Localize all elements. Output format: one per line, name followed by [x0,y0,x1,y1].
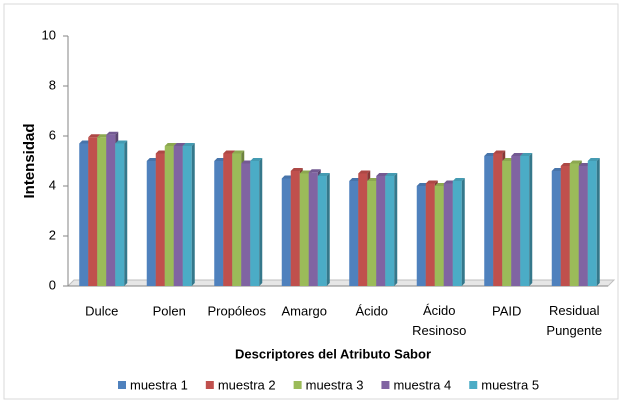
bar [511,156,521,286]
bar-top [250,158,263,161]
x-tick-label: Dulce [85,303,118,318]
bar-top [520,153,533,156]
bar-top [587,158,600,161]
bar-side [596,158,600,286]
bar-side [529,153,533,286]
bar [97,137,107,286]
bar-side [124,140,128,286]
legend-label: muestra 2 [218,377,276,392]
bar [367,181,377,286]
bar [484,156,494,286]
bar [569,163,579,286]
x-axis-title: Descriptores del Atributo Sabor [235,346,431,361]
y-tick-label: 8 [49,77,56,92]
bar [452,181,462,286]
x-tick-label: Residual Pungente [546,303,602,338]
bar [115,143,125,286]
x-tick-label: Propóleos [207,303,266,318]
bar [349,181,359,286]
bar-top [182,143,195,146]
bar [376,176,386,286]
bar-top [290,168,303,171]
bar [578,166,588,286]
bar [502,161,512,286]
bar-top [376,173,389,176]
bar [385,176,395,286]
bar-top [425,180,438,184]
bar [425,183,435,286]
y-tick-label: 10 [42,27,56,42]
bar [560,166,570,286]
bar-top [385,173,398,176]
bar-top [232,150,245,154]
bar-top [511,153,524,156]
bar [241,163,251,286]
bar-side [326,173,330,286]
x-tick-label: Polen [153,303,186,318]
bar [587,161,597,286]
bar [299,173,309,286]
bar-top [493,150,506,154]
bar-side [259,158,263,286]
y-tick-label: 2 [49,227,56,242]
x-tick-label: Ácido Resinoso [412,303,466,338]
legend-label: muestra 1 [130,377,188,392]
bar-side [461,178,465,286]
bar-top [173,143,186,146]
bar [281,178,291,286]
bar [317,176,327,286]
bar-side [191,143,195,286]
bar [308,172,318,286]
bar-side [394,173,398,286]
bar-top [452,178,465,181]
bar-top [308,169,321,173]
x-tick-label: PAID [492,303,521,318]
bar [146,161,156,286]
bar [182,146,192,286]
bar [214,161,224,286]
bar [88,137,98,286]
bar-top [358,170,371,174]
bar [290,171,300,286]
y-tick-label: 0 [49,277,56,292]
bar [493,153,503,286]
bar [223,153,233,286]
legend-swatch [118,381,126,389]
bar [434,186,444,286]
bar [173,146,183,286]
bar [155,153,165,286]
legend-label: muestra 5 [481,377,539,392]
bar [79,143,89,286]
bar [551,171,561,286]
x-tick-label: Amargo [281,303,327,318]
bar-top [106,131,119,135]
legend-swatch [293,381,302,389]
legend-swatch [469,381,478,389]
x-tick-label: Ácido [355,303,388,318]
bar [520,156,530,286]
y-tick-label: 4 [49,177,56,192]
bar [232,153,242,286]
bar-top [115,140,128,144]
legend-label: muestra 3 [306,377,364,392]
bar-top [88,134,101,138]
bar [358,173,368,286]
bar-top [223,150,236,154]
legend-label: muestra 4 [393,377,451,392]
legend-swatch [381,381,390,389]
y-tick-label: 6 [49,127,56,142]
bar-top [164,143,177,146]
y-axis-title: Intensidad [21,123,38,198]
legend-swatch [205,381,214,389]
bar-top [569,160,582,164]
bar [250,161,260,286]
bar [416,186,426,286]
bar [443,183,453,286]
bar [106,134,116,286]
bar-top [317,173,330,176]
bar [164,146,174,286]
